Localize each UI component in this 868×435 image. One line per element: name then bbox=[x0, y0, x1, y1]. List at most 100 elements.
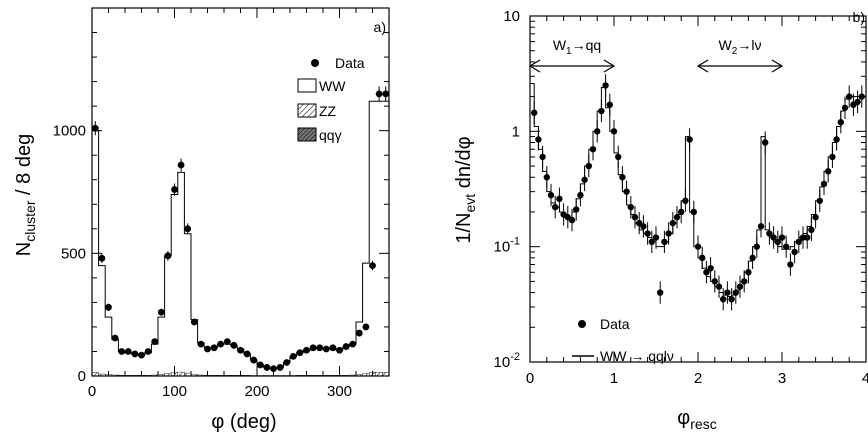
zz-bar bbox=[177, 371, 185, 377]
data-point bbox=[783, 243, 790, 250]
data-point bbox=[589, 145, 597, 153]
ww-qqlnu-histogram-line bbox=[530, 82, 862, 297]
data-point bbox=[657, 289, 664, 296]
data-point bbox=[171, 186, 178, 193]
zz-bar bbox=[157, 374, 165, 377]
data-point bbox=[846, 93, 853, 100]
zz-bar bbox=[382, 372, 390, 377]
data-point bbox=[552, 203, 559, 211]
data-point bbox=[606, 101, 613, 108]
y-tick-label: 10 bbox=[503, 8, 520, 25]
data-point bbox=[741, 278, 748, 285]
data-point bbox=[276, 364, 284, 371]
data-point bbox=[623, 188, 630, 195]
data-point bbox=[753, 243, 760, 250]
data-point bbox=[833, 136, 840, 143]
data-point bbox=[820, 180, 828, 188]
data-point bbox=[543, 174, 550, 181]
legend-data-label: Data bbox=[335, 55, 365, 71]
data-point bbox=[720, 296, 727, 303]
arrow-head-right bbox=[603, 59, 616, 73]
data-point bbox=[682, 197, 689, 204]
data-point bbox=[164, 252, 172, 260]
data-point bbox=[382, 90, 390, 98]
data-point bbox=[715, 283, 723, 290]
data-point bbox=[615, 153, 622, 161]
data-point bbox=[283, 359, 291, 366]
x-tick-label: 2 bbox=[694, 370, 702, 387]
ww-histogram-line bbox=[91, 100, 390, 376]
data-point bbox=[707, 265, 714, 272]
data-point bbox=[661, 238, 668, 246]
zz-bar bbox=[342, 375, 350, 377]
data-point bbox=[749, 254, 756, 262]
data-point bbox=[631, 214, 639, 221]
data-point bbox=[837, 119, 844, 126]
data-point bbox=[556, 195, 563, 203]
zz-bar bbox=[322, 375, 330, 377]
data-point bbox=[665, 230, 672, 237]
panel-b-histogram: 0 1 2 3 4 10 1 10-1 10-2 b) W1→qq W2→lν Data WW … bbox=[453, 8, 868, 432]
zz-bar bbox=[118, 375, 126, 377]
data-point bbox=[791, 248, 798, 256]
data-point bbox=[157, 308, 165, 316]
zz-bar bbox=[309, 375, 317, 377]
data-point bbox=[581, 176, 588, 183]
data-point bbox=[640, 223, 647, 230]
data-point bbox=[230, 341, 238, 349]
zz-bar bbox=[131, 375, 139, 377]
data-point bbox=[829, 153, 836, 161]
data-point bbox=[535, 136, 542, 143]
arrow-head-left bbox=[528, 59, 541, 73]
x-tick-label: 1 bbox=[610, 370, 618, 387]
legend-ww-label: WW bbox=[319, 78, 346, 94]
data-point bbox=[648, 238, 655, 246]
data-point bbox=[322, 345, 330, 353]
data-point bbox=[619, 174, 626, 181]
data-point bbox=[118, 348, 126, 355]
data-point bbox=[289, 352, 297, 360]
data-point bbox=[757, 223, 765, 230]
data-point bbox=[250, 356, 258, 364]
data-point bbox=[124, 348, 132, 355]
data-point bbox=[296, 349, 304, 357]
data-point bbox=[210, 344, 218, 352]
y-tick-label: 500 bbox=[61, 245, 86, 262]
data-point bbox=[144, 348, 152, 355]
data-point bbox=[184, 225, 192, 233]
y-tick-label: 1 bbox=[512, 123, 520, 140]
data-point bbox=[825, 168, 832, 175]
zz-bar bbox=[375, 372, 383, 377]
data-point bbox=[610, 128, 618, 135]
legend-zz-label: ZZ bbox=[319, 103, 337, 119]
zz-bar bbox=[190, 374, 198, 377]
zz-bar bbox=[124, 375, 132, 377]
y-tick-label: 1000 bbox=[53, 123, 86, 140]
data-point bbox=[724, 289, 731, 296]
data-point bbox=[766, 230, 773, 237]
x-tick-label: 3 bbox=[778, 370, 786, 387]
data-point bbox=[669, 219, 676, 227]
x-axis-label-a: φ (deg) bbox=[211, 411, 276, 433]
data-point bbox=[699, 254, 706, 262]
zz-bar bbox=[355, 374, 363, 377]
data-point bbox=[594, 128, 601, 135]
data-point bbox=[531, 109, 538, 116]
zz-bar bbox=[362, 373, 370, 377]
x-axis-label-b: φresc bbox=[677, 407, 716, 432]
zz-bar bbox=[91, 372, 99, 377]
data-point bbox=[816, 197, 823, 204]
data-point bbox=[728, 296, 735, 303]
x-tick-label: 0 bbox=[88, 383, 96, 400]
zz-bar bbox=[111, 374, 119, 377]
zz-bar bbox=[164, 373, 172, 377]
data-point bbox=[774, 238, 781, 246]
panel-a-ticks: 0 100 200 300 0 500 1000 bbox=[53, 8, 389, 400]
data-point bbox=[585, 162, 592, 170]
x-tick-label: 300 bbox=[327, 383, 352, 400]
data-point bbox=[303, 346, 310, 354]
x-tick-label: 4 bbox=[862, 370, 868, 387]
data-points-a bbox=[91, 86, 390, 373]
data-point bbox=[243, 350, 251, 358]
data-points-b bbox=[531, 74, 865, 311]
